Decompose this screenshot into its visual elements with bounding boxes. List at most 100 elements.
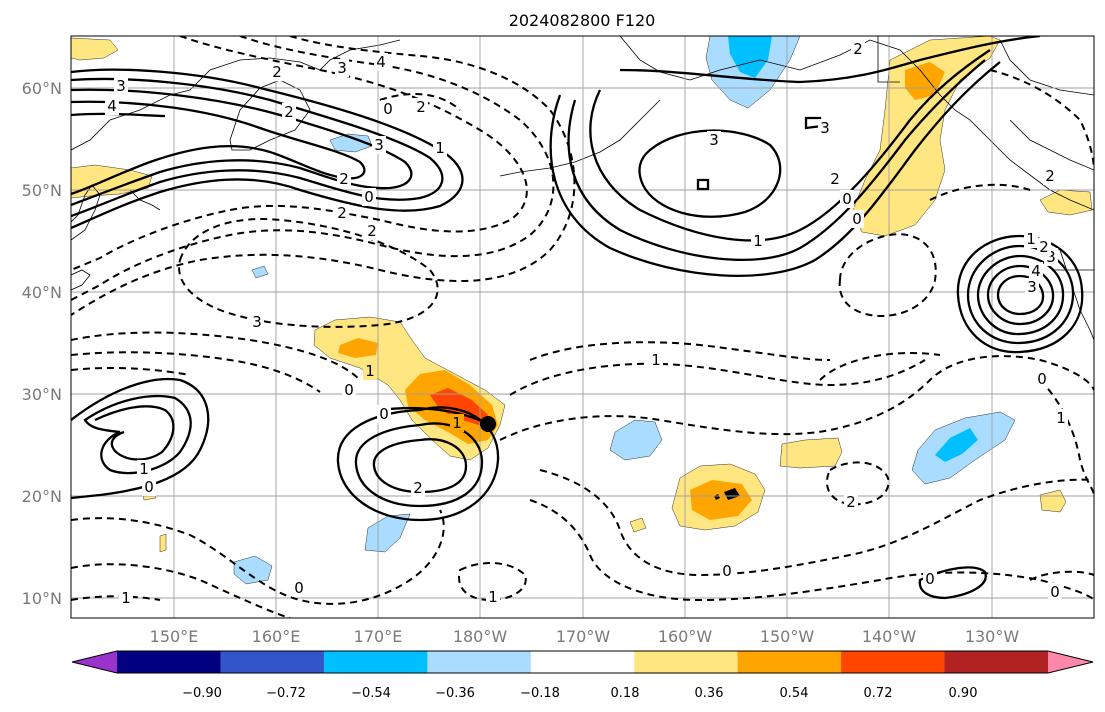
contour-dashed-22: [379, 93, 461, 111]
colorbar-extend-low: [72, 651, 117, 673]
colorbar-tick-label: 0.54: [780, 686, 809, 701]
shade-yellow-small-1: [1039, 489, 1067, 513]
contour-dashed-5: [71, 331, 361, 393]
lon-label: 170°W: [556, 627, 611, 646]
contour-label: 1: [139, 460, 149, 478]
shade-yellow-small-2: [629, 517, 647, 533]
contour-solid-high-e1: [956, 234, 1084, 354]
contour-label: 2: [830, 170, 840, 188]
contour-solid-low-4: [638, 129, 782, 218]
alaska-border: [877, 36, 900, 83]
contour-label: 1: [365, 362, 375, 380]
coast-aleutian: [499, 99, 661, 177]
colorbar-segment: [944, 651, 1049, 673]
contour-label: 3: [252, 313, 262, 331]
shade-lightblue-mid: [609, 419, 663, 461]
contour-solid-high-e4: [986, 264, 1055, 326]
colorbar-segment: [117, 651, 222, 673]
contour-label: 0: [364, 188, 374, 206]
lon-axis: 150°E 160°E 170°E 180°W 170°W 160°W 150°…: [150, 627, 1020, 646]
contour-label: 0: [344, 381, 354, 399]
coast-kuril: [129, 189, 161, 211]
lon-label: 130°W: [965, 627, 1020, 646]
contour-label: 3: [374, 136, 384, 154]
contour-dashed-3: [71, 36, 576, 316]
contour-dashed-16: [825, 461, 890, 506]
typhoon-center-marker: [480, 416, 496, 432]
contour-label: 1: [435, 139, 445, 157]
lat-label: 20°N: [22, 487, 62, 506]
coast-canada: [999, 39, 1094, 171]
contour-label: 0: [379, 405, 389, 423]
contour-solid-low-2: [567, 59, 986, 262]
contour-dashed-12: [819, 352, 941, 381]
shade-orange-small: [338, 338, 378, 358]
shade-lightblue-sw: [233, 555, 273, 585]
contour-dashed-9: [499, 355, 1094, 441]
shade-yellow-east: [779, 437, 843, 469]
contour-solid-sw-2: [83, 394, 192, 475]
contour-label: 1: [121, 589, 131, 607]
shade-yellow-topleft: [71, 37, 119, 61]
contour-label: 3: [709, 131, 719, 149]
contour-label: 0: [1050, 583, 1060, 601]
contour-solid-2: [71, 77, 444, 218]
colorbar-outline: [71, 650, 1094, 674]
dashed-contours: [71, 36, 1094, 618]
contour-dashed-17: [838, 233, 937, 317]
map-title: 2024082800 F120: [509, 11, 656, 30]
coastlines: [71, 36, 1094, 500]
contour-label: 1: [1026, 230, 1036, 248]
contour-solid-3: [71, 88, 413, 207]
contour-solid-low-3: [549, 61, 1001, 277]
contour-label: 2: [1039, 238, 1049, 256]
contour-label: 0: [144, 478, 154, 496]
contour-label: 2: [284, 103, 294, 121]
lon-label: 140°W: [862, 627, 917, 646]
shade-lightblue-small: [251, 265, 269, 279]
map-content: 3 4 2 3 4 0 2 3 1 2 0 2 2 3 2 3 3 2 1 0 …: [71, 36, 1094, 618]
contour-label: 1: [488, 588, 498, 606]
colorbar-tick-label: 0.90: [949, 686, 978, 701]
lon-label: 160°E: [252, 627, 301, 646]
contour-label: 1: [753, 232, 763, 250]
colorbar-ticks: −0.90 −0.72 −0.54 −0.36 −0.18 0.18 0.36 …: [182, 686, 977, 701]
contour-label: 0: [925, 570, 935, 588]
contour-dashed-13: [539, 469, 1094, 577]
colorbar-tick-label: −0.18: [520, 686, 560, 701]
map-frame: [70, 35, 1095, 619]
lon-label: 150°W: [760, 627, 815, 646]
contour-dashed-10: [509, 359, 926, 396]
contour-dashed-21: [1029, 570, 1094, 581]
colorbar-tick-label: 0.36: [695, 686, 724, 701]
contour-label: 2: [339, 170, 349, 188]
contour-dashed-2: [71, 36, 555, 301]
lon-label: 160°W: [658, 627, 713, 646]
contour-label: 2: [846, 493, 856, 511]
colorbar-segment: [323, 651, 428, 673]
lon-label: 150°E: [150, 627, 199, 646]
contour-solid-high-e2: [966, 244, 1075, 345]
colorbar-segment: [841, 651, 946, 673]
colorbar-tick-label: −0.54: [351, 686, 391, 701]
lat-label: 10°N: [22, 589, 62, 608]
lat-label: 40°N: [22, 283, 62, 302]
contour-label: 2: [272, 63, 282, 81]
lat-label: 50°N: [22, 181, 62, 200]
contour-dashed-1: [71, 36, 528, 271]
contour-solid-1: [71, 68, 464, 230]
contour-solid-typhoon-2: [354, 422, 484, 508]
contour-label: 0: [852, 210, 862, 228]
contour-dashed-20: [1039, 379, 1094, 496]
contour-dashed-15: [458, 562, 527, 602]
coast-alaska: [619, 36, 1094, 211]
contour-solid-5: [71, 112, 166, 118]
lat-label: 60°N: [22, 79, 62, 98]
lat-label: 30°N: [22, 385, 62, 404]
shade-orange-hawaii: [690, 480, 752, 520]
contour-solid-typhoon-track: [379, 406, 489, 426]
colorbar-extend-high: [1048, 651, 1093, 673]
lat-axis: 60°N 50°N 40°N 30°N 20°N 10°N: [22, 79, 62, 608]
contour-solid-high-e3: [976, 254, 1065, 336]
